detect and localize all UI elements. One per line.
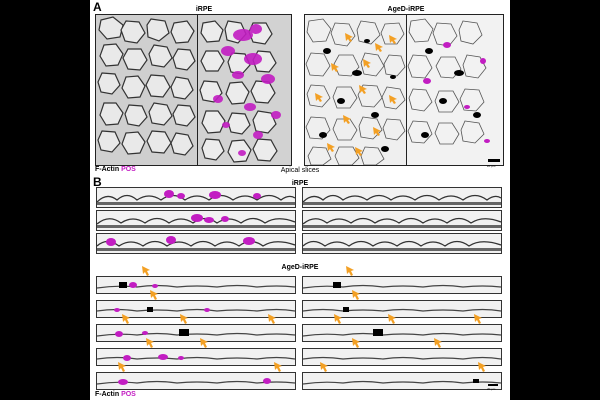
xz-strip-aged-merge-3 bbox=[96, 324, 296, 342]
micrograph-irpe-factin bbox=[95, 14, 198, 166]
legend-factin-b: F-Actin bbox=[95, 391, 120, 398]
xz-strip-aged-factin-4 bbox=[302, 348, 502, 366]
panel-a-title-irpe: iRPE bbox=[195, 6, 213, 13]
panel-a-scalebar bbox=[488, 159, 500, 162]
xz-strip-aged-factin-5 bbox=[302, 372, 502, 390]
xz-strip-aged-merge-1 bbox=[96, 276, 296, 294]
xz-strip-aged-factin-3 bbox=[302, 324, 502, 342]
xz-strip-aged-merge-5 bbox=[96, 372, 296, 390]
panel-a-caption: Apical slices bbox=[280, 167, 320, 174]
panel-a-legend: F-Actin POS bbox=[95, 166, 136, 173]
xz-strip-aged-factin-1 bbox=[302, 276, 502, 294]
xz-strip-irpe-merge-3 bbox=[96, 233, 296, 254]
panel-b-scalebar-label: 20 µm bbox=[487, 387, 496, 391]
panel-a-letter: A bbox=[93, 0, 102, 14]
xz-strip-irpe-merge-1 bbox=[96, 187, 296, 208]
xz-strip-aged-merge-4 bbox=[96, 348, 296, 366]
panel-b-letter: B bbox=[93, 175, 102, 189]
legend-factin: F-Actin bbox=[95, 166, 120, 173]
micrograph-irpe-merge bbox=[197, 14, 292, 166]
legend-pos-b: POS bbox=[121, 391, 136, 398]
legend-pos: POS bbox=[121, 166, 136, 173]
panel-b-legend: F-Actin POS bbox=[95, 391, 136, 398]
panel-b-title-aged: AgeD-iRPE bbox=[281, 264, 319, 271]
xz-strip-aged-factin-2 bbox=[302, 300, 502, 318]
micrograph-aged-merge bbox=[406, 14, 504, 166]
xz-strip-aged-merge-2 bbox=[96, 300, 296, 318]
xz-strip-irpe-factin-3 bbox=[302, 233, 502, 254]
panel-a-scalebar-label: 20 µm bbox=[487, 164, 496, 168]
xz-strip-irpe-factin-2 bbox=[302, 210, 502, 231]
panel-b-title-irpe: iRPE bbox=[291, 180, 309, 187]
panel-b-scalebar bbox=[488, 384, 498, 386]
micrograph-aged-factin bbox=[304, 14, 407, 166]
arrow-overlay bbox=[118, 266, 486, 372]
figure-panel: A iRPE AgeD-iRPE bbox=[90, 0, 510, 400]
panel-a-title-aged: AgeD-iRPE bbox=[387, 6, 425, 13]
xz-strip-irpe-factin-1 bbox=[302, 187, 502, 208]
xz-strip-irpe-merge-2 bbox=[96, 210, 296, 231]
